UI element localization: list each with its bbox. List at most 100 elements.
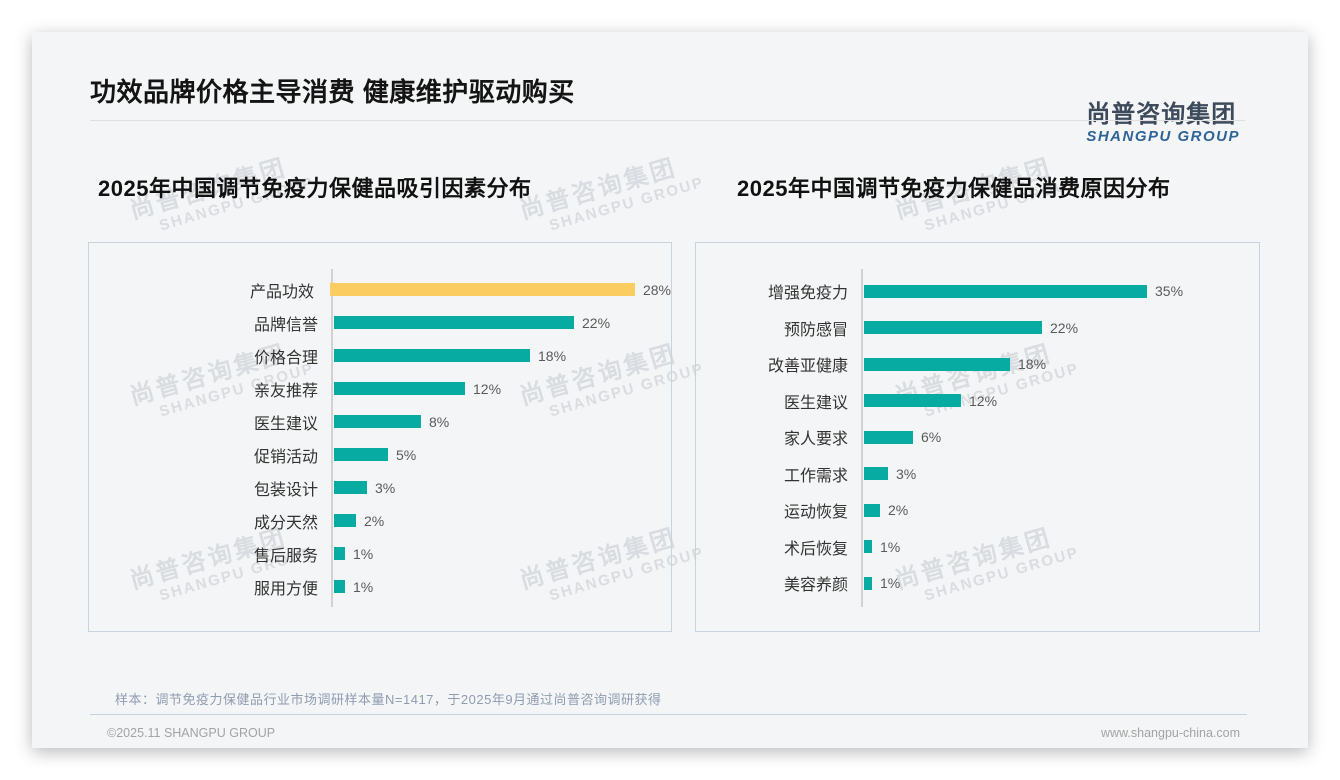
- category-label: 医生建议: [783, 394, 848, 412]
- bar-row: 产品功效 28%: [89, 273, 671, 306]
- bar-cell: 18%: [861, 356, 1259, 372]
- bar-row: 家人要求 6%: [696, 419, 1259, 456]
- value-label: 18%: [1018, 356, 1047, 373]
- bar-row: 促销活动 5%: [89, 438, 671, 471]
- bar: [334, 349, 530, 362]
- chart-consumption-reasons: 2025年中国调节免疫力保健品消费原因分布 增强免疫力 35% 预防感冒 22% 改善亚…: [695, 174, 1260, 632]
- bar: [334, 580, 345, 593]
- bar-cell: 1%: [331, 579, 671, 595]
- bar-cell: 3%: [861, 466, 1259, 482]
- bar-row: 医生建议 8%: [89, 405, 671, 438]
- category-label: 家人要求: [783, 431, 848, 449]
- value-label: 5%: [396, 446, 417, 463]
- page-title: 功效品牌价格主导消费 健康维护驱动购买: [90, 77, 575, 107]
- copyright-text: ©2025.11 SHANGPU GROUP: [107, 726, 276, 740]
- footer: ©2025.11 SHANGPU GROUP www.shangpu-china…: [107, 726, 1240, 740]
- bar-cell: 22%: [861, 320, 1259, 336]
- bar: [334, 547, 345, 560]
- bar-row: 工作需求 3%: [696, 456, 1259, 493]
- value-label: 22%: [582, 314, 611, 331]
- category-label: 包装设计: [253, 481, 318, 499]
- category-label: 增强免疫力: [767, 285, 848, 303]
- website-text: www.shangpu-china.com: [1101, 726, 1240, 740]
- y-axis-line: [331, 269, 333, 607]
- category-label: 美容养颜: [783, 577, 848, 595]
- bar: [864, 503, 880, 517]
- y-axis-line: [861, 269, 863, 607]
- bar-rows: 增强免疫力 35% 预防感冒 22% 改善亚健康 18% 医生建议 12% 家人要求 6% 工作需求…: [696, 243, 1259, 602]
- bar-row: 亲友推荐 12%: [89, 372, 671, 405]
- category-label: 价格合理: [253, 349, 318, 367]
- value-label: 3%: [896, 465, 917, 482]
- logo-cn-text: 尚普咨询集团: [1086, 101, 1237, 128]
- bar-cell: 35%: [861, 283, 1259, 299]
- chart-panel-attraction: 产品功效 28% 品牌信誉 22% 价格合理 18% 亲友推荐 12% 医生建议 8% 促销活动 5%…: [88, 242, 672, 632]
- bar: [334, 316, 574, 329]
- category-label: 术后恢复: [783, 540, 848, 558]
- bar-row: 包装设计 3%: [89, 471, 671, 504]
- bar: [864, 540, 872, 554]
- value-label: 2%: [364, 512, 385, 529]
- bar-row: 品牌信誉 22%: [89, 306, 671, 339]
- bar: [864, 284, 1147, 298]
- company-logo: 尚普咨询集团 SHANGPU GROUP: [1086, 101, 1240, 146]
- bar-cell: 22%: [331, 315, 671, 331]
- bar: [864, 467, 888, 481]
- bar-cell: 28%: [327, 282, 671, 298]
- charts-row: 2025年中国调节免疫力保健品吸引因素分布 产品功效 28% 品牌信誉 22% 价格合理…: [88, 174, 1260, 632]
- bar-rows: 产品功效 28% 品牌信誉 22% 价格合理 18% 亲友推荐 12% 医生建议 8% 促销活动 5%…: [89, 243, 671, 603]
- bar-cell: 1%: [861, 539, 1259, 555]
- bar-cell: 2%: [861, 502, 1259, 518]
- bar-row: 美容养颜 1%: [696, 565, 1259, 602]
- chart-panel-reasons: 增强免疫力 35% 预防感冒 22% 改善亚健康 18% 医生建议 12% 家人要求 6% 工作需求…: [695, 242, 1260, 632]
- bar: [329, 283, 635, 296]
- bar-row: 医生建议 12%: [696, 383, 1259, 420]
- bar-cell: 2%: [331, 513, 671, 529]
- category-label: 促销活动: [253, 448, 318, 466]
- value-label: 1%: [353, 545, 374, 562]
- footer-divider: [90, 714, 1247, 715]
- value-label: 1%: [880, 538, 901, 555]
- bar-cell: 5%: [331, 447, 671, 463]
- value-label: 8%: [429, 413, 450, 430]
- bar-cell: 12%: [861, 393, 1259, 409]
- category-label: 产品功效: [249, 283, 314, 301]
- value-label: 1%: [880, 575, 901, 592]
- bar: [864, 394, 961, 408]
- category-label: 预防感冒: [783, 321, 848, 339]
- bar-cell: 6%: [861, 429, 1259, 445]
- bar-row: 改善亚健康 18%: [696, 346, 1259, 383]
- category-label: 品牌信誉: [253, 316, 318, 334]
- bar-row: 预防感冒 22%: [696, 310, 1259, 347]
- bar: [864, 321, 1042, 335]
- bar: [864, 357, 1010, 371]
- bar-row: 术后恢复 1%: [696, 529, 1259, 566]
- bar-row: 服用方便 1%: [89, 570, 671, 603]
- category-label: 服用方便: [253, 580, 318, 598]
- value-label: 18%: [538, 347, 567, 364]
- bar: [334, 415, 421, 428]
- bar-cell: 12%: [331, 381, 671, 397]
- value-label: 28%: [642, 281, 671, 298]
- bar: [864, 430, 913, 444]
- value-label: 3%: [375, 479, 396, 496]
- chart-title-reasons: 2025年中国调节免疫力保健品消费原因分布: [737, 176, 1171, 201]
- bar: [864, 576, 872, 590]
- bar-row: 价格合理 18%: [89, 339, 671, 372]
- category-label: 成分天然: [253, 514, 318, 532]
- value-label: 22%: [1050, 319, 1079, 336]
- category-label: 医生建议: [253, 415, 318, 433]
- bar: [334, 448, 388, 461]
- category-label: 售后服务: [253, 547, 318, 565]
- header: 功效品牌价格主导消费 健康维护驱动购买 尚普咨询集团 SHANGPU GROUP: [88, 74, 1260, 145]
- bar-row: 运动恢复 2%: [696, 492, 1259, 529]
- bar-cell: 3%: [331, 480, 671, 496]
- bar-row: 售后服务 1%: [89, 537, 671, 570]
- chart-attraction-factors: 2025年中国调节免疫力保健品吸引因素分布 产品功效 28% 品牌信誉 22% 价格合理…: [88, 174, 672, 632]
- bar-row: 增强免疫力 35%: [696, 273, 1259, 310]
- value-label: 6%: [921, 429, 942, 446]
- category-label: 运动恢复: [783, 504, 848, 522]
- slide-card: 尚普咨询集团 SHANGPU GROUP 尚普咨询集团 SHANGPU GROUP 尚普…: [32, 32, 1308, 748]
- category-label: 改善亚健康: [767, 358, 848, 376]
- chart-title-attraction: 2025年中国调节免疫力保健品吸引因素分布: [98, 176, 532, 201]
